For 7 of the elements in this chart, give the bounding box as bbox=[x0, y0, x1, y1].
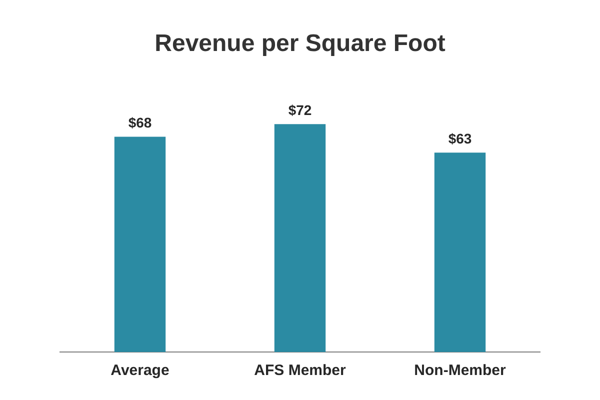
x-tick-label: Non-Member bbox=[414, 362, 506, 380]
x-tick-label: AFS Member bbox=[254, 362, 346, 380]
data-label: $63 bbox=[448, 130, 472, 146]
data-label: $68 bbox=[128, 114, 152, 131]
data-label: $72 bbox=[288, 102, 312, 118]
x-tick-label: Average bbox=[110, 362, 170, 380]
chart-title: Revenue per Square Foot bbox=[154, 30, 446, 58]
